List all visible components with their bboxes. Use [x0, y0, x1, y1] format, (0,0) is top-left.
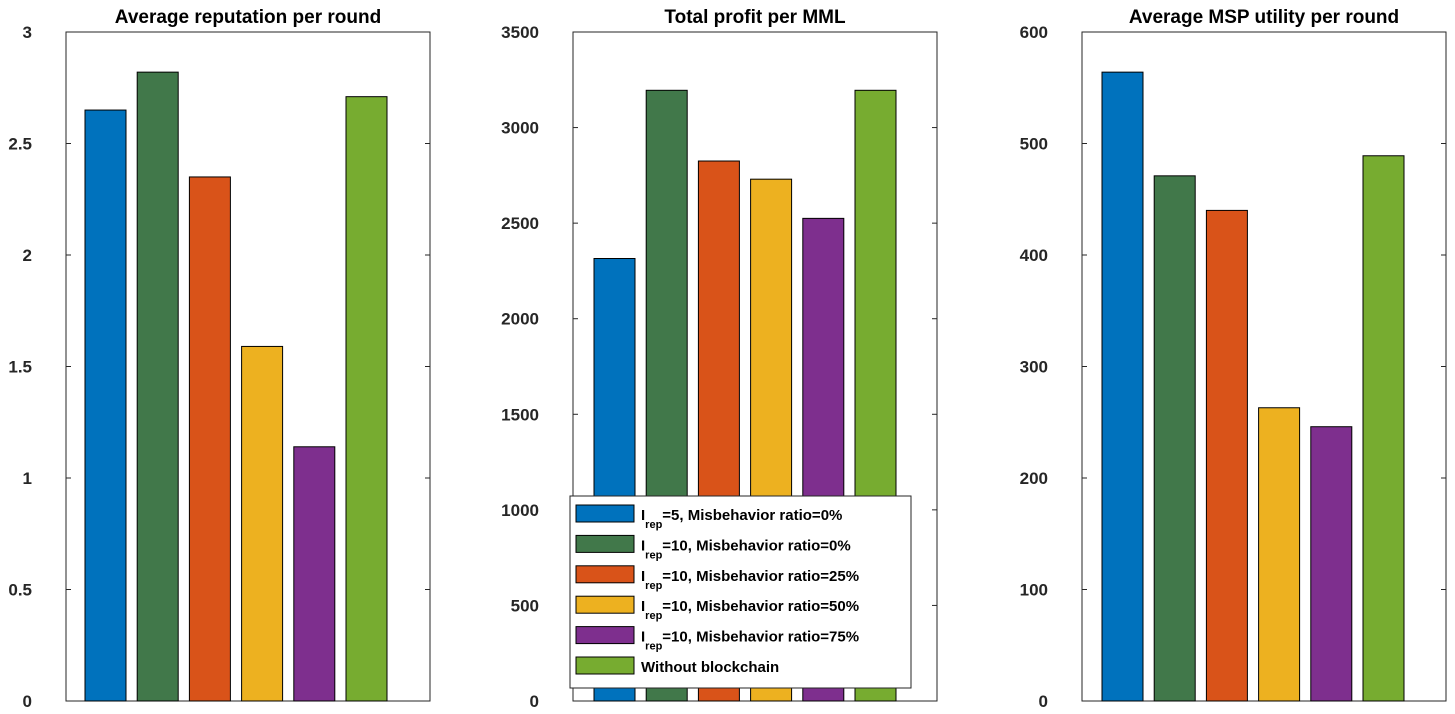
bar-6 [345, 96, 388, 702]
legend-label-main: I [641, 507, 645, 524]
chart-title: Average MSP utility per round [1129, 7, 1399, 28]
y-tick-label: 3 [23, 23, 32, 42]
legend-label-1: Irep=5, Misbehavior ratio=0% [641, 507, 842, 531]
y-tick-label: 1.5 [8, 358, 32, 377]
legend-swatch-5 [575, 626, 635, 645]
legend-label-main: Without blockchain [641, 659, 779, 676]
bar-2 [1153, 175, 1196, 702]
legend-label-rest: =10, Misbehavior ratio=50% [662, 598, 859, 615]
legend-label-6: Without blockchain [641, 659, 779, 676]
bar-5 [1310, 426, 1353, 702]
y-tick-label: 2000 [501, 310, 539, 329]
legend-label-subscript: rep [645, 549, 662, 561]
legend-label-subscript: rep [645, 641, 662, 653]
legend-label-5: Irep=10, Misbehavior ratio=75% [641, 629, 859, 653]
y-tick-label: 600 [1020, 23, 1048, 42]
legend-label-main: I [641, 537, 645, 554]
plots-layer: 0 0.5 1 1.5 2 2.5 3 Average reputation per roun… [8, 7, 1447, 711]
legend-label-subscript: rep [645, 610, 662, 622]
y-tick-label: 1 [23, 469, 32, 488]
y-tick-label: 2500 [501, 214, 539, 233]
y-tick-label: 100 [1020, 581, 1048, 600]
chart-title: Average reputation per round [115, 7, 381, 28]
legend-label-main: I [641, 629, 645, 646]
bar-4 [1258, 407, 1301, 702]
legend-swatch-4 [575, 595, 635, 614]
y-tick-label: 500 [511, 596, 539, 615]
y-tick-label: 0 [530, 692, 539, 711]
legend-label-rest: =10, Misbehavior ratio=0% [662, 537, 850, 554]
y-tick-label: 0.5 [8, 581, 32, 600]
y-tick-label: 0 [23, 692, 32, 711]
legend-label-rest: =5, Misbehavior ratio=0% [662, 507, 842, 524]
legend-swatch-3 [575, 565, 635, 584]
legend-label-main: I [641, 568, 645, 585]
chart-panel-3: 0 100 200 300 400 500 600 Average MSP utility p… [1020, 7, 1447, 711]
y-tick-label: 3000 [501, 119, 539, 138]
y-tick-label: 500 [1020, 135, 1048, 154]
y-tick-label: 3500 [501, 23, 539, 42]
legend-swatch-6 [575, 656, 635, 675]
y-tick-label: 300 [1020, 358, 1048, 377]
bar-6 [1362, 155, 1405, 702]
legend-box [569, 495, 912, 689]
bar-1 [1101, 71, 1144, 702]
y-tick-label: 2.5 [8, 135, 32, 154]
y-tick-label: 1000 [501, 501, 539, 520]
legend-label-subscript: rep [645, 580, 662, 592]
bar-3 [188, 176, 231, 702]
bar-5 [293, 446, 336, 702]
legend-label-4: Irep=10, Misbehavior ratio=50% [641, 598, 859, 622]
legend-label-rest: =10, Misbehavior ratio=75% [662, 629, 859, 646]
y-tick-label: 2 [23, 246, 32, 265]
legend-swatch-2 [575, 534, 635, 553]
legend-swatch-1 [575, 504, 635, 523]
legend-label-3: Irep=10, Misbehavior ratio=25% [641, 568, 859, 592]
legend: Irep=5, Misbehavior ratio=0%Irep=10, Mis… [569, 495, 912, 689]
legend-label-subscript: rep [645, 519, 662, 531]
bar-1 [84, 109, 127, 702]
legend-label-rest: =10, Misbehavior ratio=25% [662, 568, 859, 585]
bar-4 [241, 345, 284, 702]
chart-panel-1: 0 0.5 1 1.5 2 2.5 3 Average reputation per roun… [8, 7, 431, 711]
y-tick-label: 1500 [501, 405, 539, 424]
chart-title: Total profit per MML [664, 7, 846, 28]
legend-label-main: I [641, 598, 645, 615]
y-tick-label: 200 [1020, 469, 1048, 488]
bar-2 [136, 71, 179, 702]
y-tick-label: 0 [1039, 692, 1048, 711]
legend-label-2: Irep=10, Misbehavior ratio=0% [641, 537, 851, 561]
bar-3 [1205, 209, 1248, 702]
y-tick-label: 400 [1020, 246, 1048, 265]
